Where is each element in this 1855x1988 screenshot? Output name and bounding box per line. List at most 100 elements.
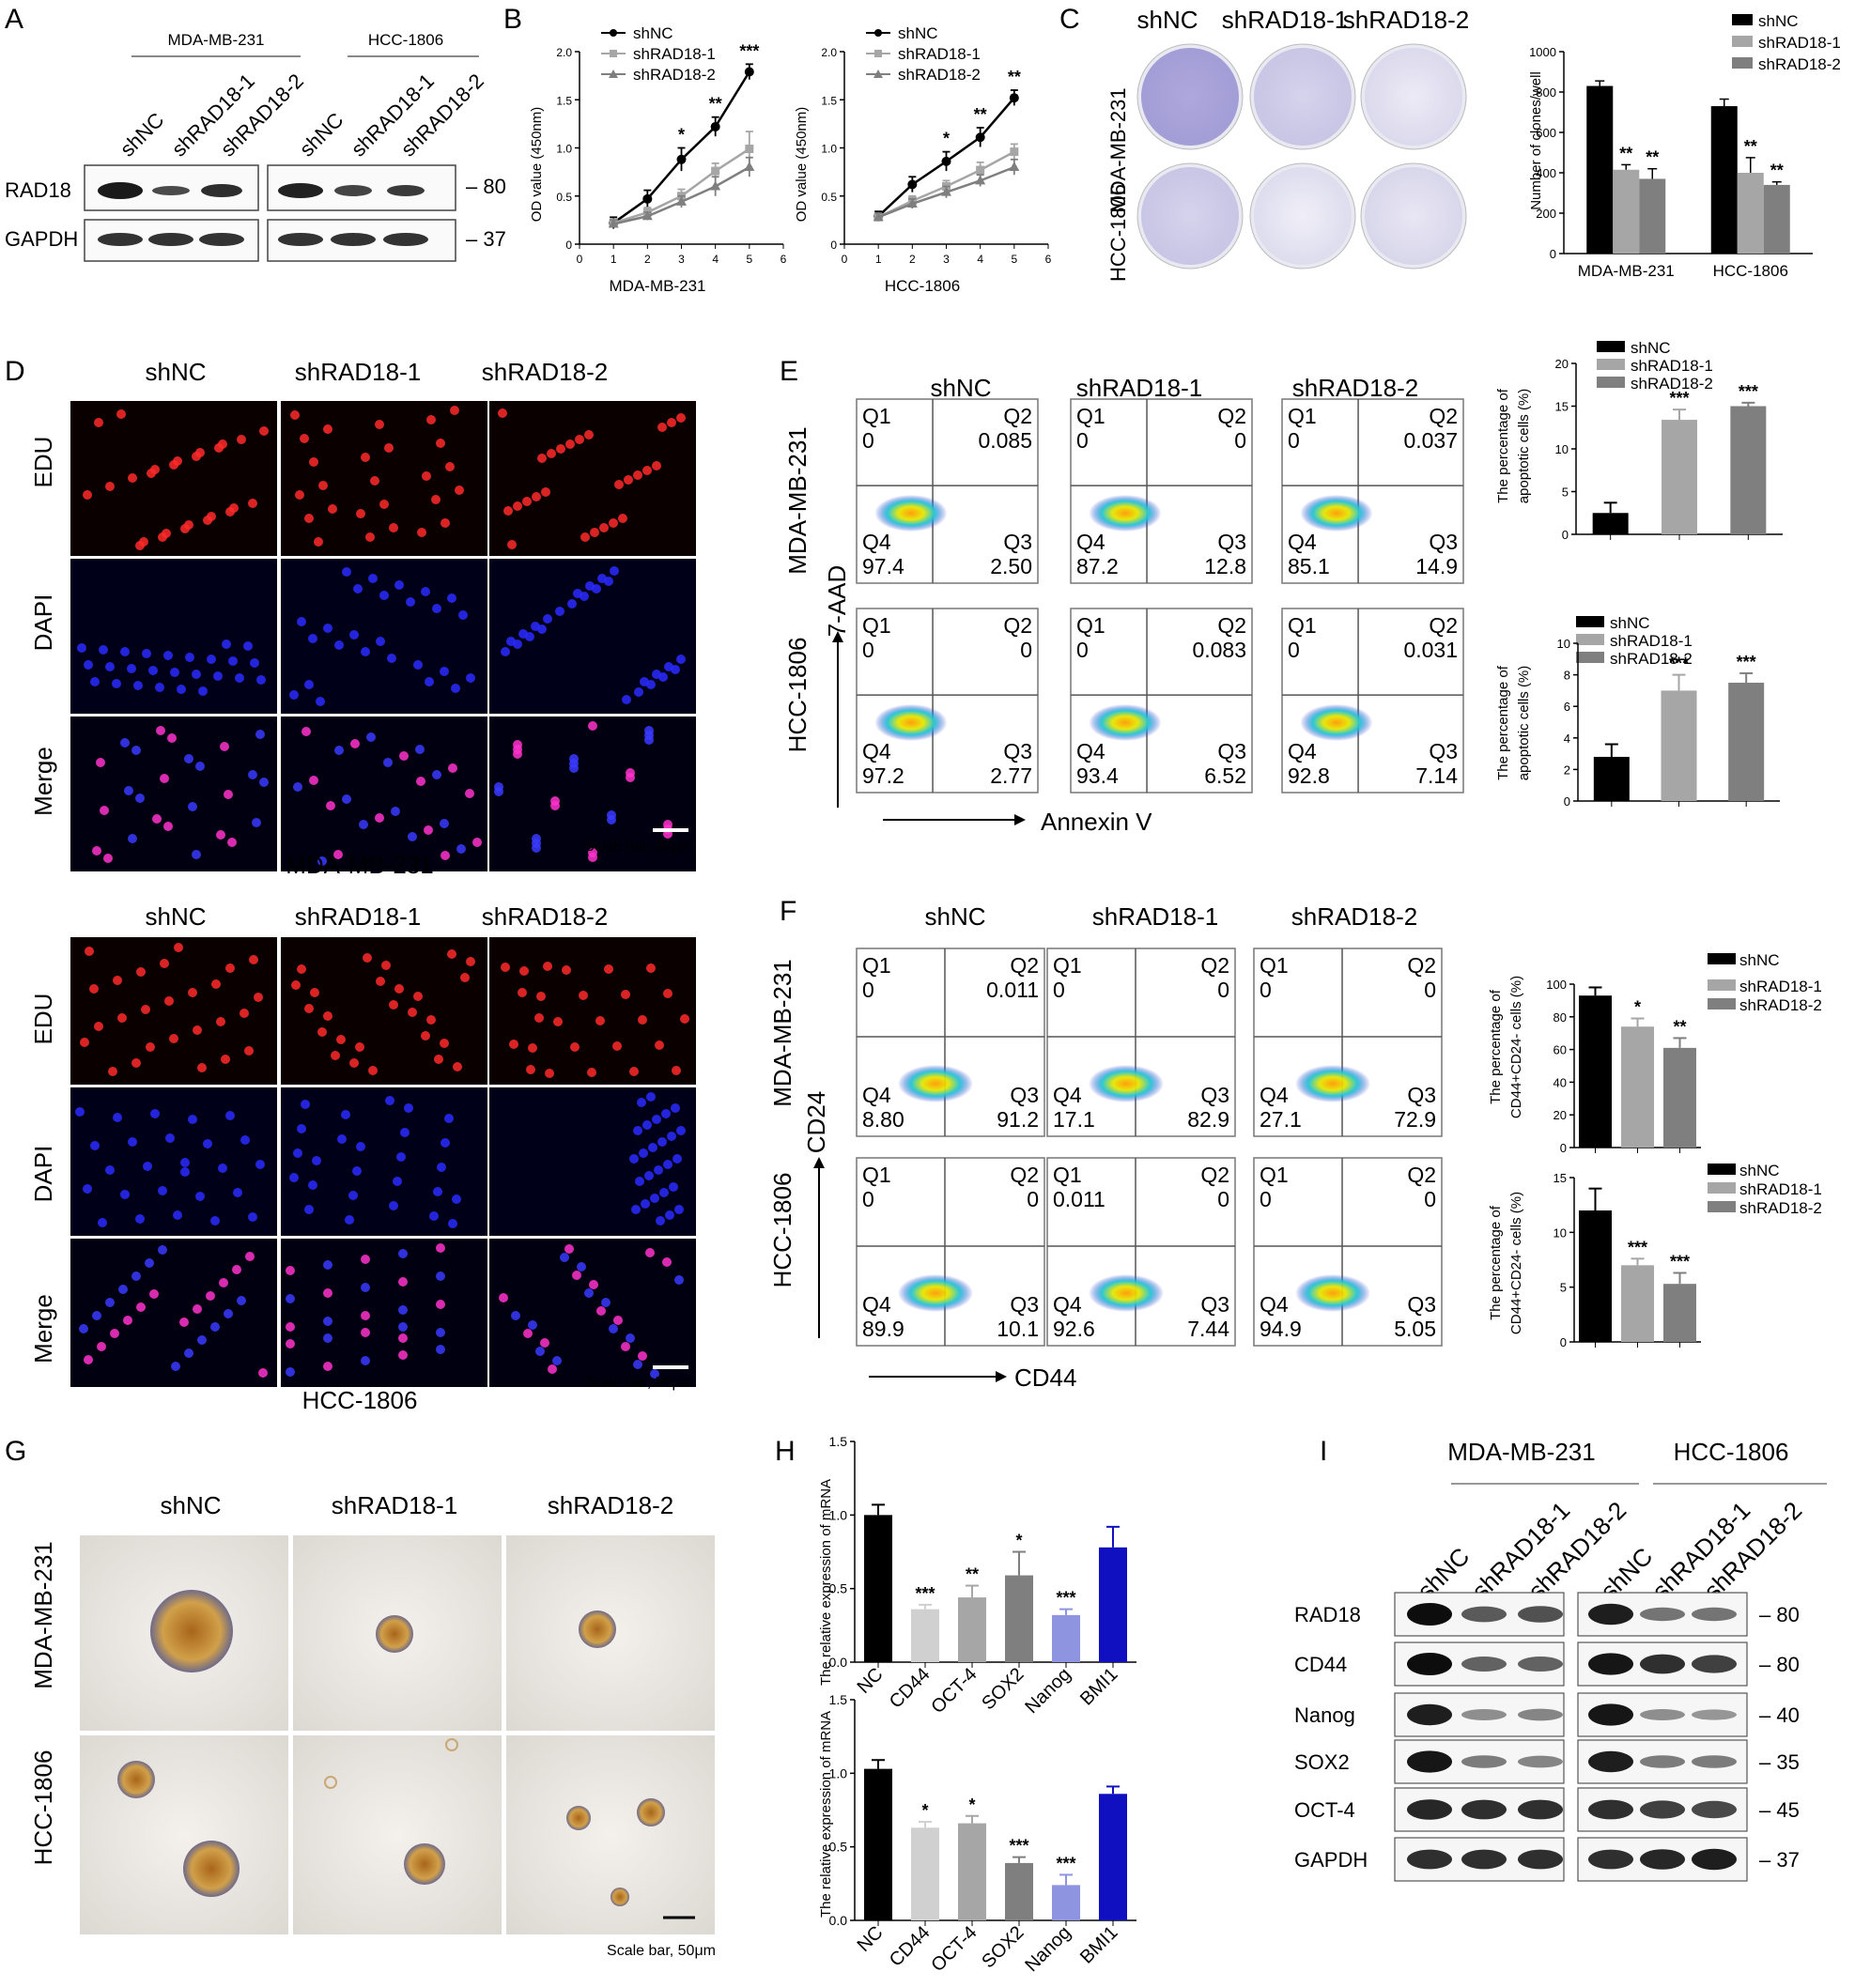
cell-nucleus xyxy=(297,1124,306,1133)
data-point xyxy=(676,154,687,164)
significance-star: ** xyxy=(709,95,722,114)
x-tick-label: 4 xyxy=(977,253,983,266)
cell-nucleus xyxy=(376,637,385,646)
cell-nucleus xyxy=(652,461,661,470)
y-tick-label: 0.5 xyxy=(556,191,572,204)
cell-nucleus xyxy=(308,634,317,643)
y-tick-label: 10 xyxy=(1554,1225,1567,1240)
blot-band xyxy=(1518,1799,1563,1820)
cell-nucleus xyxy=(624,475,633,485)
quadrant-name: Q1 xyxy=(862,1163,891,1187)
quadrant-value: 14.9 xyxy=(1415,554,1458,578)
cell-nucleus xyxy=(318,481,328,490)
y-tick-label: 1.5 xyxy=(556,94,572,107)
y-tick-label: 15 xyxy=(1555,400,1569,414)
panel-a: A MDA-MB-231 HCC-1806 shNC shRAD18-1 shR… xyxy=(5,4,506,262)
flow-plot xyxy=(1281,398,1464,584)
bar xyxy=(1710,106,1738,254)
quadrant-value: 0 xyxy=(1020,638,1032,662)
cell-nucleus xyxy=(575,435,584,444)
cell-nucleus xyxy=(456,844,466,854)
quadrant-name: Q1 xyxy=(862,404,891,428)
sphere xyxy=(324,1776,337,1789)
cell-nucleus xyxy=(131,1271,141,1281)
quadrant-name: Q4 xyxy=(862,530,891,554)
cell-nucleus xyxy=(523,1329,533,1338)
quadrant-value: 0 xyxy=(862,638,874,662)
cell-nucleus xyxy=(501,647,510,656)
flow-plot xyxy=(1046,948,1236,1137)
cell-nucleus xyxy=(197,1335,207,1345)
cell-nucleus xyxy=(222,640,231,649)
x-tick-label: 4 xyxy=(712,253,719,266)
significance-star: *** xyxy=(1669,655,1689,673)
cell-nucleus xyxy=(680,1014,689,1024)
significance-star: *** xyxy=(1056,1589,1075,1608)
bar xyxy=(1662,420,1697,534)
data-point xyxy=(941,156,951,166)
cell-nucleus xyxy=(170,668,179,677)
legend-label: shRAD18-2 xyxy=(1739,996,1822,1014)
cell-nucleus xyxy=(676,655,686,664)
bar xyxy=(1005,1862,1033,1920)
cell-nucleus xyxy=(152,814,162,824)
quadrant-name: Q2 xyxy=(1407,1163,1436,1187)
significance-star: ** xyxy=(966,1565,979,1584)
quadrant-name: Q3 xyxy=(1429,739,1458,763)
cell-nucleus xyxy=(580,532,590,542)
blot-band xyxy=(1518,1606,1563,1623)
blot-i: RAD18 – 80 CD44 – 80 Nanog – 40 SOX2 – 35 OCT-4 –… xyxy=(1294,1592,1800,1882)
cell-nucleus xyxy=(424,825,433,835)
cell-nucleus xyxy=(552,1356,562,1365)
cell-nucleus xyxy=(567,599,577,609)
panel-label-f: F xyxy=(780,896,796,927)
cell-nucleus xyxy=(259,426,269,436)
cell-nucleus xyxy=(393,1177,402,1186)
cell-nucleus xyxy=(195,762,205,771)
x-tick-label: 0 xyxy=(577,253,583,266)
scale-bar-label: Scale bar, 50μm xyxy=(584,839,693,855)
flow-y-axis-label: CD24 xyxy=(802,1091,830,1153)
cell-nucleus xyxy=(532,492,541,501)
quadrant-name: Q1 xyxy=(1260,1163,1289,1187)
cell-nucleus xyxy=(192,850,201,859)
blot-band xyxy=(1461,1799,1507,1820)
cell-nucleus xyxy=(304,680,314,689)
flow-population xyxy=(1089,1065,1164,1102)
cell-nucleus xyxy=(361,1311,370,1320)
cell-nucleus xyxy=(258,1368,268,1378)
cell-nucleus xyxy=(618,514,627,523)
sphere xyxy=(445,1738,458,1751)
significance-star: ** xyxy=(1673,1017,1686,1036)
cell-nucleus xyxy=(213,671,223,681)
flow-col-label: shRAD18-1 xyxy=(1076,374,1202,402)
cell-nucleus xyxy=(203,516,212,525)
y-tick-label: 8 xyxy=(1564,669,1570,683)
quadrant-value: 0 xyxy=(1424,1187,1436,1211)
cell-nucleus xyxy=(333,850,343,859)
x-tick-label: 6 xyxy=(781,253,787,266)
cell-nucleus xyxy=(84,660,93,670)
cell-nucleus xyxy=(404,1103,413,1113)
colony-dish xyxy=(1360,162,1467,270)
cell-nucleus xyxy=(375,813,384,823)
flow-row-label: HCC-1806 xyxy=(783,638,812,753)
blot-band xyxy=(201,184,242,197)
cell-nucleus xyxy=(394,984,404,994)
cell-nucleus xyxy=(387,654,396,663)
cell-nucleus xyxy=(192,670,201,679)
cell-nucleus xyxy=(297,964,306,974)
cell-nucleus xyxy=(610,566,619,576)
cell-nucleus xyxy=(323,624,332,633)
cell-nucleus xyxy=(661,1109,671,1118)
cell-nucleus xyxy=(300,434,309,443)
cell-nucleus xyxy=(286,1266,295,1275)
bar xyxy=(1663,1284,1696,1342)
chart-f1-legend: shNC shRAD18-1 shRAD18-2 xyxy=(1708,951,1822,1014)
cell-nucleus xyxy=(243,641,253,651)
cell-nucleus xyxy=(406,597,415,607)
cell-nucleus xyxy=(309,776,318,785)
quadrant-name: Q3 xyxy=(1407,1292,1436,1317)
quadrant-value: 2.77 xyxy=(990,763,1032,788)
blot-i-row-label: GAPDH xyxy=(1294,1848,1368,1872)
